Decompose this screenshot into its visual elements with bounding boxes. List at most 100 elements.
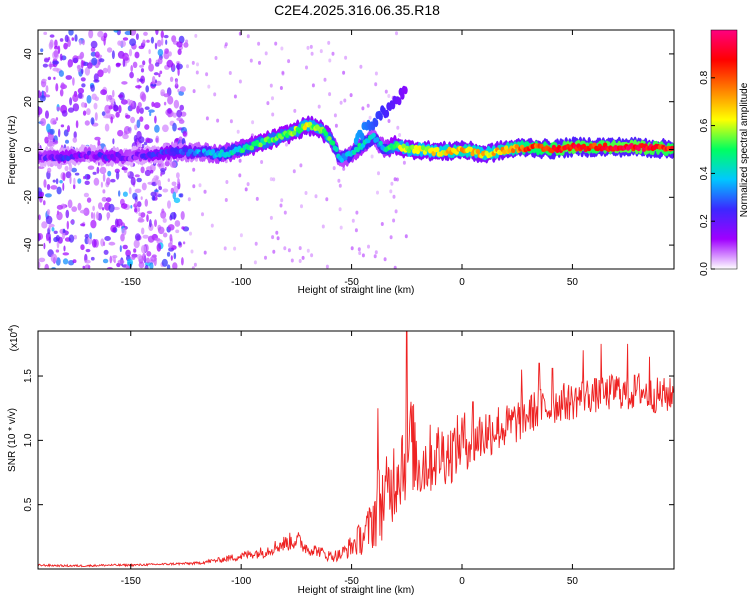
spectrogram-noise-blob [180, 211, 185, 220]
spectrogram-noise-blob [298, 246, 302, 251]
spectrogram-noise-blob [137, 102, 142, 108]
spectrogram-noise-blob [389, 189, 393, 194]
spectrogram-noise-blob [210, 223, 214, 228]
spectrogram-noise-blob [337, 178, 341, 183]
spectrogram-noise-blob [310, 51, 314, 56]
spectrogram-noise-blob [186, 64, 189, 69]
spectrogram-noise-blob [88, 30, 94, 39]
spectrogram-noise-blob [151, 101, 155, 108]
spectrogram-noise-blob [119, 245, 122, 253]
spectrogram-ridge-cell [330, 140, 336, 146]
spectrogram-noise-blob [87, 165, 95, 170]
spectrogram-noise-blob [387, 94, 391, 98]
spectrogram-noise-blob [103, 115, 110, 119]
spectrogram-noise-blob [176, 172, 180, 179]
spectrogram-branch-cell [378, 112, 383, 121]
spectrogram-noise-blob [224, 42, 228, 47]
spectrogram-noise-blob [163, 93, 170, 98]
spectrogram-ridge-cell [323, 131, 329, 137]
spectrogram-noise-blob [182, 241, 186, 245]
spectrogram-noise-blob [145, 85, 149, 93]
spectrogram-noise-blob [134, 174, 140, 178]
spectrogram-noise-blob [116, 218, 123, 226]
spectrogram-noise-blob [94, 136, 101, 141]
spectrogram-noise-blob [106, 94, 110, 102]
spectrogram-ridge-cell [412, 148, 417, 154]
spectrogram-noise-blob [238, 173, 242, 178]
spectrogram-noise-blob [161, 37, 164, 46]
spectrogram-noise-blob [175, 229, 180, 234]
spectrogram-noise-blob [48, 236, 52, 244]
spectrogram-ridge-cell [334, 146, 339, 152]
spectrogram-noise-blob [171, 35, 177, 43]
spectrogram-noise-blob [251, 120, 255, 125]
spectrogram-noise-blob [53, 49, 59, 58]
spectrogram-noise-blob [138, 78, 144, 82]
spectrogram-branch-cell [400, 91, 405, 100]
spectrogram-noise-blob [50, 118, 57, 125]
colorbar-tick-label: 0.4 [699, 166, 710, 180]
spectrogram-noise-blob [325, 264, 329, 269]
spectrogram-noise-blob [149, 111, 152, 117]
spectrogram-noise-blob [80, 223, 86, 227]
spectrogram-noise-blob [154, 237, 161, 242]
spectrogram-noise-blob [109, 255, 113, 264]
spectrogram-noise-blob [153, 102, 161, 109]
colorbar-tick-label: 0.0 [699, 262, 710, 276]
spectrogram-noise-blob [144, 198, 148, 207]
spectrogram-noise-blob [173, 99, 180, 109]
spectrogram-noise-blob [153, 257, 157, 267]
spectrogram-noise-blob [298, 259, 302, 263]
spectrogram-noise-blob [96, 166, 100, 174]
spectrogram-noise-blob [128, 187, 132, 195]
spectrogram-noise-blob [246, 34, 250, 39]
spectrogram-noise-blob [90, 256, 95, 261]
spectrogram-noise-blob [176, 41, 183, 48]
spectrogram-noise-blob [194, 33, 198, 38]
figure-title: C2E4.2025.316.06.35.R18 [274, 2, 440, 18]
colorbar-label: Normalized spectral amplitude [739, 82, 750, 217]
spectrogram-noise-blob [366, 103, 370, 108]
spectrogram-noise-blob [125, 264, 130, 269]
spectrogram-noise-blob [125, 114, 131, 119]
spectrogram-ridge-cell [378, 140, 383, 146]
spectrogram-noise-blob [334, 123, 338, 128]
spectrogram-noise-blob [146, 251, 152, 257]
spectrogram-noise-blob [136, 141, 142, 149]
spectrogram-noise-blob [106, 47, 113, 53]
colorbar: 0.0 0.2 0.4 0.6 0.8 Normalized spectral ampl… [699, 29, 750, 276]
spectrogram-noise-blob [281, 70, 285, 75]
spectrogram-noise-blob [157, 48, 164, 57]
spectrogram-noise-blob [141, 244, 147, 254]
spectrogram-noise-blob [344, 55, 348, 60]
spectrogram-noise-blob [394, 209, 398, 214]
spectrogram-noise-blob [100, 89, 107, 96]
spectrogram-noise-blob [233, 94, 237, 99]
spectrogram-noise-blob [67, 60, 72, 68]
spectrogram-ridge-cell [339, 157, 345, 163]
spectrogram-noise-blob [106, 197, 112, 203]
spectrogram-noise-blob [155, 30, 159, 36]
spectrogram-noise-blob [118, 105, 122, 114]
spectrogram-noise-blob [72, 103, 80, 112]
spectrogram-noise-blob [293, 108, 297, 113]
spectrogram-noise-blob [131, 256, 136, 260]
spectrogram-noise-blob [98, 58, 105, 63]
spectrogram-noise-blob [112, 138, 115, 145]
spectrogram-noise-blob [130, 116, 136, 124]
spectrogram-noise-blob [171, 181, 177, 187]
spectrogram-noise-blob [134, 207, 138, 213]
spectrogram-noise-blob [93, 212, 96, 221]
spectrogram-noise-blob [276, 236, 280, 241]
snr-x-ticks: -150 -100 -50 0 50 [121, 331, 578, 587]
spectrogram-noise-blob [148, 63, 155, 72]
spectrogram-noise-blob [163, 101, 167, 106]
spectrogram-noise-blob [45, 110, 49, 119]
spectrogram-noise-blob [304, 191, 308, 195]
spectrogram-noise-blob [49, 39, 54, 48]
spectrogram-noise-blob [95, 211, 100, 220]
spectrogram-noise-blob [53, 76, 56, 80]
spectrogram-noise-blob [271, 235, 275, 240]
spectrogram-noise-blob [86, 108, 91, 116]
spectrogram-noise-blob [342, 70, 346, 75]
